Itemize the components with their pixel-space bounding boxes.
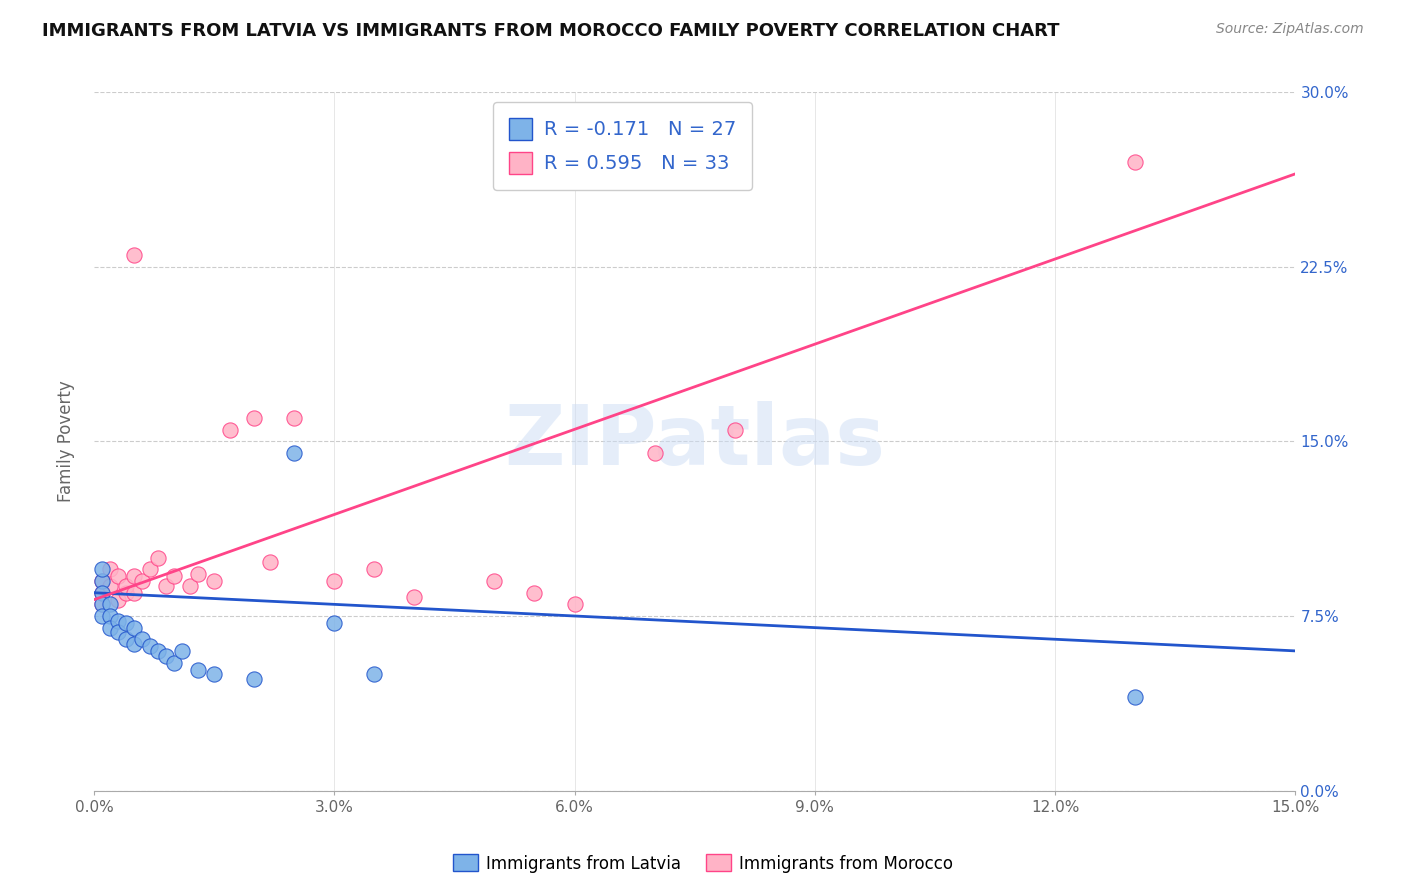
Point [163, 569, 186, 583]
Point [98, 562, 121, 576]
Point [243, 672, 266, 686]
Point [122, 637, 145, 651]
Point [163, 656, 186, 670]
Point [91, 574, 114, 588]
Point [187, 663, 209, 677]
Point [179, 579, 201, 593]
Point [98, 579, 121, 593]
Point [98, 621, 121, 635]
Point [170, 644, 193, 658]
Point [139, 639, 162, 653]
Point [91, 585, 114, 599]
Text: Source: ZipAtlas.com: Source: ZipAtlas.com [1216, 22, 1364, 37]
Point [98, 609, 121, 624]
Legend: R = -0.171   N = 27, R = 0.595   N = 33: R = -0.171 N = 27, R = 0.595 N = 33 [494, 102, 752, 190]
Point [131, 574, 153, 588]
Point [91, 598, 114, 612]
Point [91, 598, 114, 612]
Point [115, 585, 138, 599]
Point [363, 562, 385, 576]
Point [122, 585, 145, 599]
Point [115, 615, 138, 630]
Point [131, 632, 153, 647]
Point [564, 598, 586, 612]
Text: ZIPatlas: ZIPatlas [505, 401, 886, 482]
Point [91, 562, 114, 576]
Point [202, 574, 225, 588]
Point [155, 579, 177, 593]
Point [202, 667, 225, 681]
Point [283, 446, 305, 460]
Point [323, 615, 346, 630]
Point [107, 625, 129, 640]
Point [122, 569, 145, 583]
Point [1123, 690, 1146, 705]
Point [91, 609, 114, 624]
Point [283, 411, 305, 425]
Point [107, 592, 129, 607]
Point [259, 556, 281, 570]
Point [155, 648, 177, 663]
Point [724, 423, 747, 437]
Point [523, 585, 546, 599]
Point [243, 411, 266, 425]
Point [644, 446, 666, 460]
Point [107, 569, 129, 583]
Point [404, 591, 426, 605]
Text: IMMIGRANTS FROM LATVIA VS IMMIGRANTS FROM MOROCCO FAMILY POVERTY CORRELATION CHA: IMMIGRANTS FROM LATVIA VS IMMIGRANTS FRO… [42, 22, 1060, 40]
Point [115, 632, 138, 647]
Point [187, 567, 209, 582]
Legend: Immigrants from Latvia, Immigrants from Morocco: Immigrants from Latvia, Immigrants from … [446, 847, 960, 880]
Point [91, 574, 114, 588]
Point [91, 585, 114, 599]
Point [115, 579, 138, 593]
Point [98, 598, 121, 612]
Point [363, 667, 385, 681]
Point [107, 614, 129, 628]
Point [219, 423, 242, 437]
Point [139, 562, 162, 576]
Point [122, 621, 145, 635]
Point [323, 574, 346, 588]
Point [122, 248, 145, 262]
Point [146, 550, 169, 565]
Point [146, 644, 169, 658]
Point [1123, 155, 1146, 169]
Y-axis label: Family Poverty: Family Poverty [58, 381, 75, 502]
Point [484, 574, 506, 588]
